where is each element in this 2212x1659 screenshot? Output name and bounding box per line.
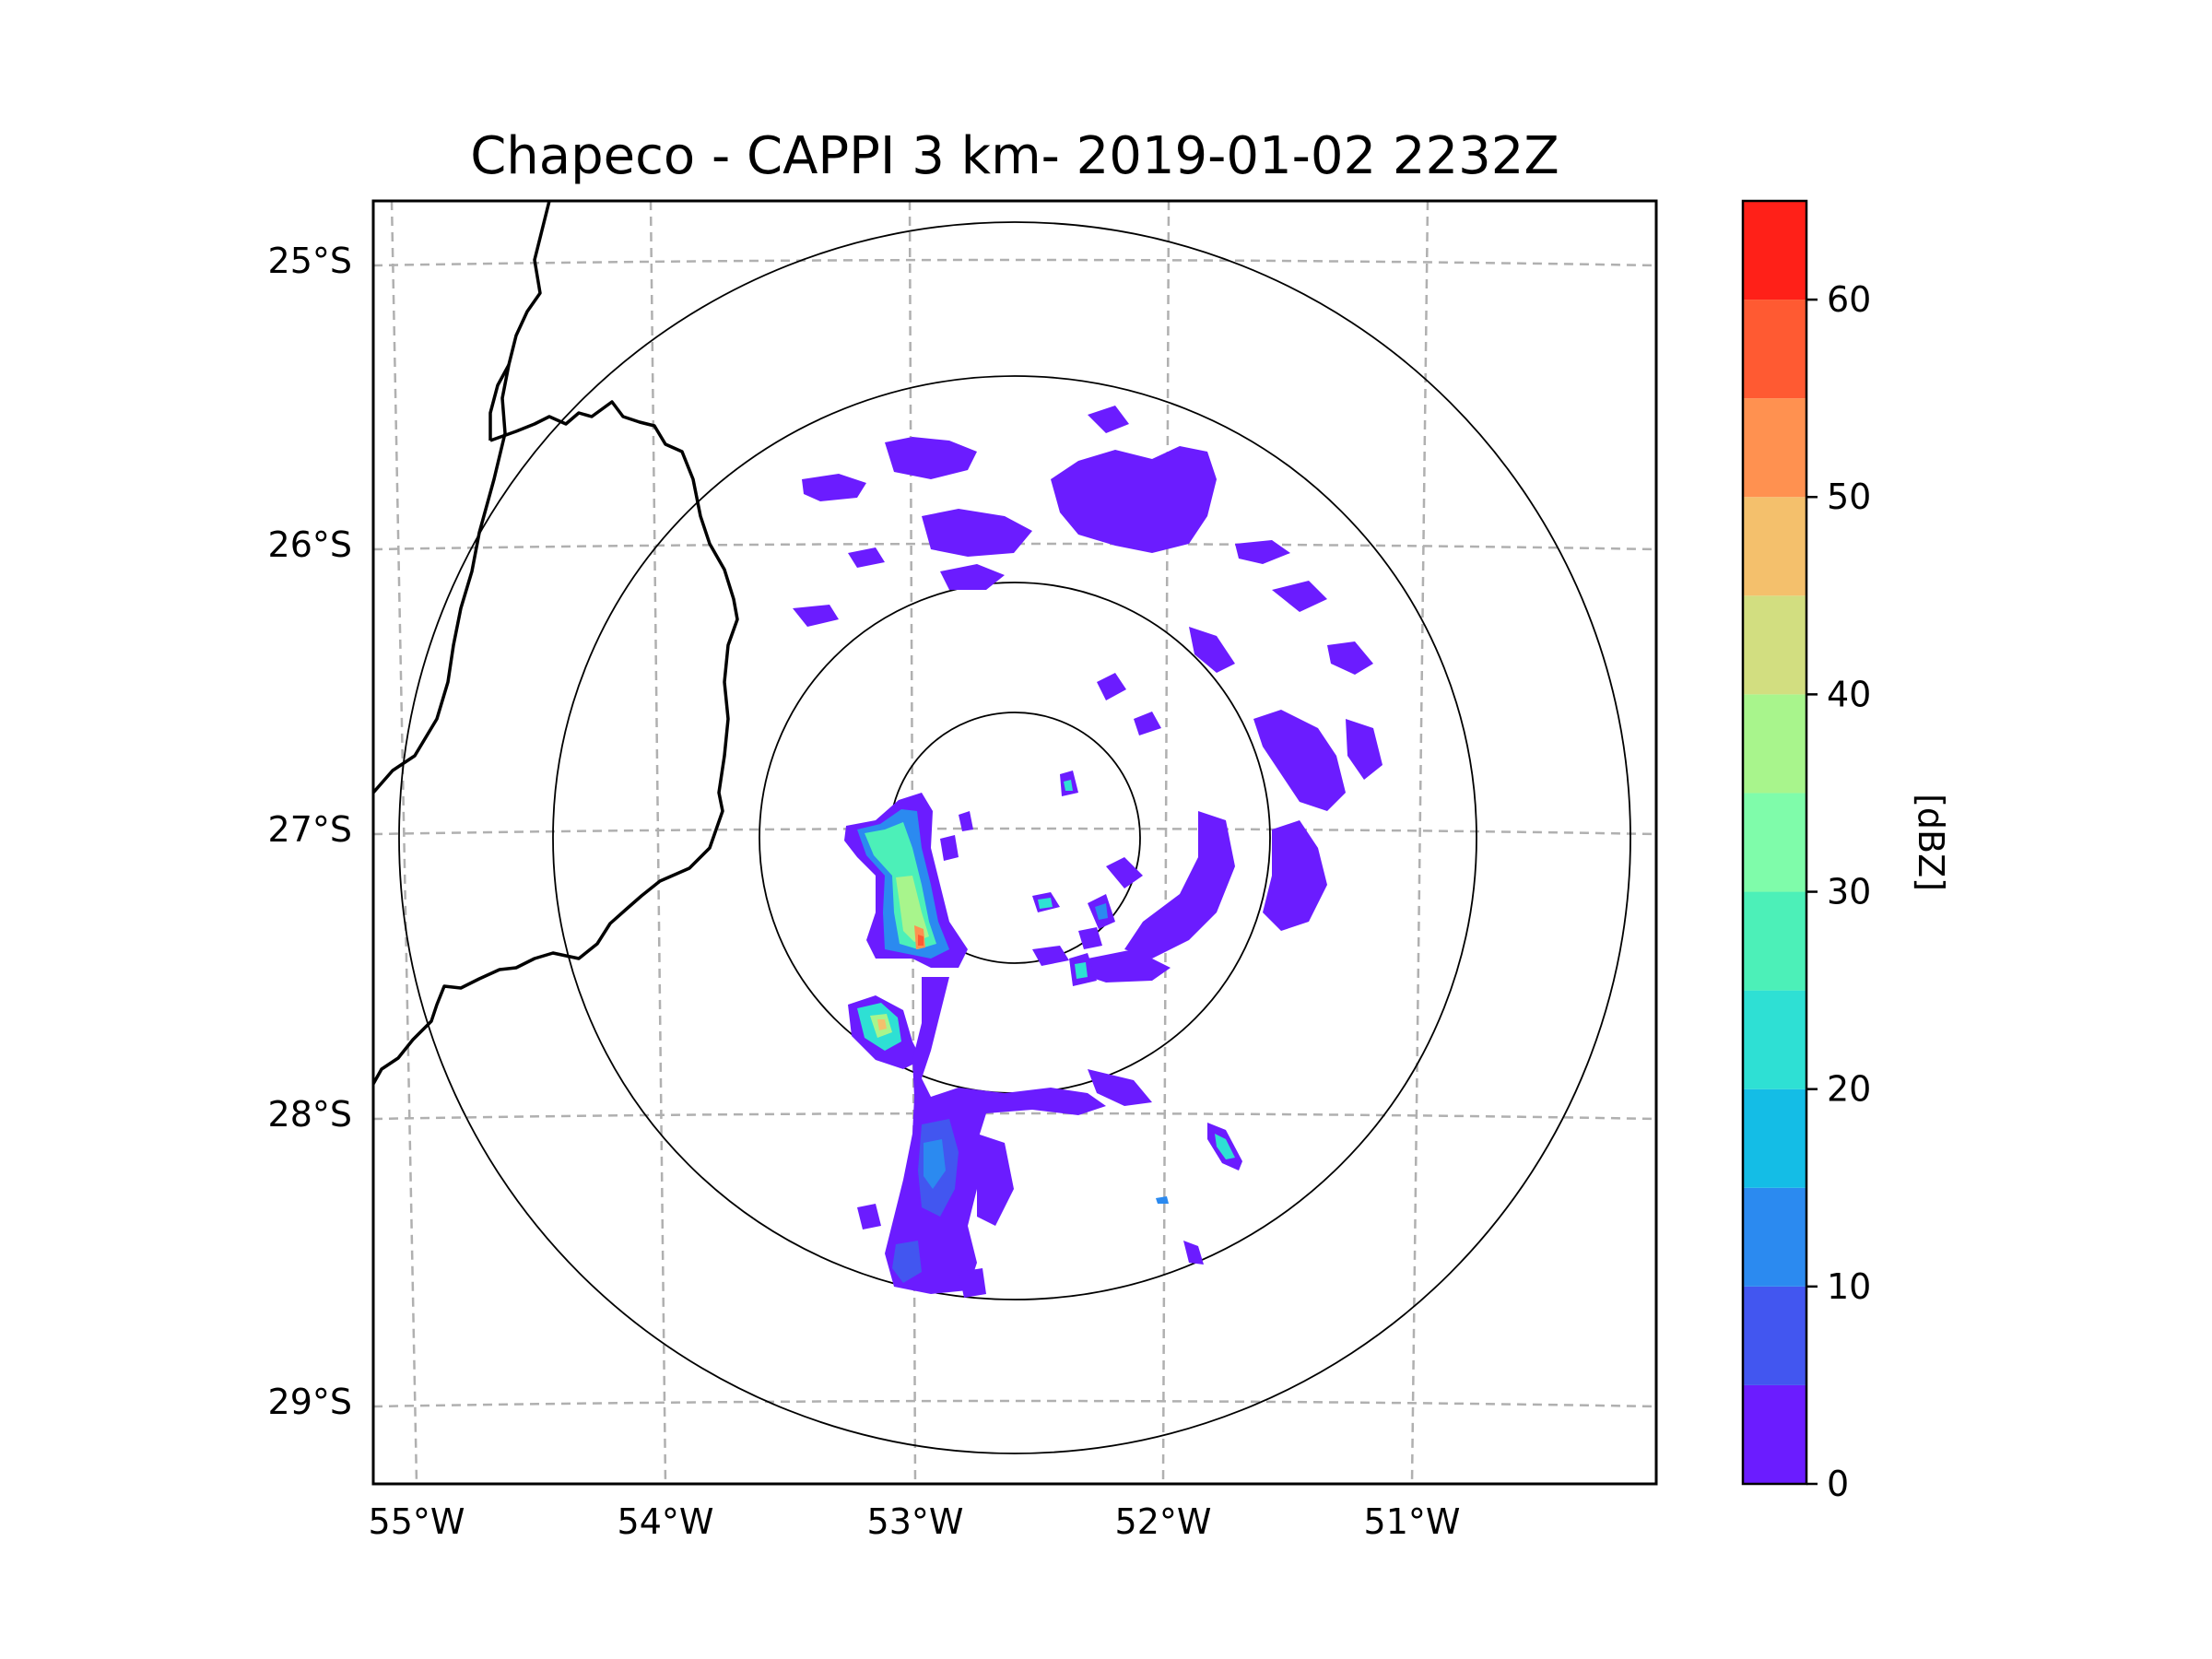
- gridline-lon-51: [1410, 201, 1430, 1484]
- lat-label-28: 28°S: [268, 1094, 352, 1135]
- gridline-lat-27: [373, 827, 1656, 836]
- range-ring-150km: [552, 375, 1477, 1300]
- lon-label-55: 55°W: [369, 1501, 465, 1542]
- colorbar-segment-10: [1743, 1187, 1806, 1287]
- colorbar-segment-20: [1743, 990, 1806, 1089]
- colorbar-tick-label-40: 40: [1827, 674, 1871, 714]
- lat-label-25: 25°S: [268, 241, 352, 281]
- lon-label-53: 53°W: [867, 1501, 964, 1542]
- colorbar-tick-label-0: 0: [1827, 1464, 1849, 1504]
- colorbar-segment-0: [1743, 1384, 1806, 1484]
- lat-label-26: 26°S: [268, 524, 352, 565]
- colorbar-border: [1741, 199, 1808, 1486]
- lon-label-54: 54°W: [618, 1501, 714, 1542]
- border-misiones-bend: [488, 364, 511, 441]
- colorbar-tick-label-10: 10: [1827, 1266, 1871, 1307]
- map-panel: 25°S 26°S 27°S 28°S 29°S 55°W 54°W 53°W …: [268, 199, 1658, 1542]
- colorbar-segment-25: [1743, 891, 1806, 991]
- gridline-lat-25: [373, 258, 1656, 267]
- border-argentina-brazil: [373, 400, 739, 1085]
- lat-label-29: 29°S: [268, 1382, 352, 1422]
- lat-label-27: 27°S: [268, 809, 352, 850]
- echo-cell-west-core: [844, 793, 968, 968]
- echo-cell-southwest: [848, 995, 922, 1069]
- colorbar-segment-60: [1743, 201, 1806, 300]
- colorbar: 0 10 20 30 40 50 60 [dBZ]: [1741, 199, 1951, 1504]
- lat-tick-labels: 25°S 26°S 27°S 28°S 29°S: [268, 241, 352, 1422]
- border-argentina-paraguay: [373, 201, 551, 794]
- range-ring-200km: [398, 221, 1631, 1454]
- lon-label-51: 51°W: [1364, 1501, 1461, 1542]
- echo-small-cells: [940, 771, 1115, 986]
- colorbar-ticks: 0 10 20 30 40 50 60: [1806, 279, 1871, 1504]
- echo-band-south: [857, 977, 1106, 1298]
- colorbar-segments: [1743, 201, 1806, 1484]
- borders: [373, 201, 739, 1085]
- colorbar-segment-5: [1743, 1286, 1806, 1385]
- colorbar-segment-45: [1743, 497, 1806, 596]
- colorbar-tick-label-60: 60: [1827, 279, 1871, 320]
- gridline-lon-52: [1161, 201, 1171, 1484]
- map-border: [371, 199, 1658, 1486]
- echo-cluster-north: [793, 406, 1373, 735]
- lon-tick-labels: 55°W 54°W 53°W 52°W 51°W: [369, 1501, 1461, 1542]
- colorbar-tick-label-50: 50: [1827, 477, 1871, 517]
- colorbar-label: [dBZ]: [1911, 794, 1951, 891]
- radar-echoes: [793, 406, 1382, 1298]
- colorbar-tick-label-20: 20: [1827, 1069, 1871, 1110]
- colorbar-segment-50: [1743, 398, 1806, 498]
- map-background: [373, 201, 1656, 1484]
- echo-cell-southeast: [1156, 1123, 1242, 1265]
- colorbar-segment-40: [1743, 595, 1806, 695]
- gridline-lon-55: [390, 201, 418, 1484]
- colorbar-segment-55: [1743, 300, 1806, 399]
- colorbar-tick-label-30: 30: [1827, 872, 1871, 912]
- figure-title: Chapeco - CAPPI 3 km- 2019-01-02 2232Z: [470, 126, 1559, 186]
- colorbar-segment-35: [1743, 694, 1806, 794]
- gridline-lat-26: [373, 542, 1656, 551]
- echo-arc-east: [1032, 710, 1382, 1106]
- gridline-lon-54: [649, 201, 667, 1484]
- colorbar-segment-15: [1743, 1088, 1806, 1188]
- gridline-lat-28: [373, 1112, 1656, 1121]
- lon-label-52: 52°W: [1115, 1501, 1212, 1542]
- gridline-lat-29: [373, 1399, 1656, 1408]
- colorbar-segment-30: [1743, 793, 1806, 892]
